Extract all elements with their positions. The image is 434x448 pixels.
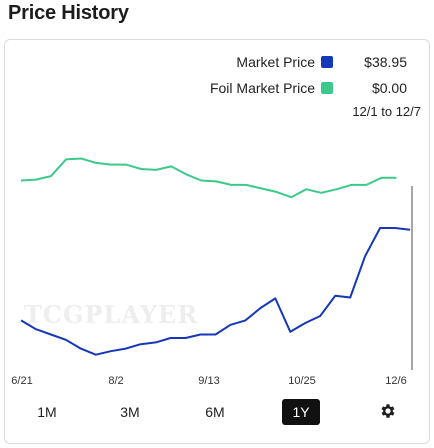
x-tick-label: 12/6 (385, 375, 406, 387)
x-tick-label: 8/2 (108, 375, 123, 387)
range-selector: 1M 3M 6M 1Y (0, 399, 434, 429)
legend-label: Foil Market Price (209, 80, 315, 96)
legend-foil-market-price: Foil Market Price $0.00 (210, 78, 407, 98)
legend-market-price: Market Price $38.95 (236, 52, 407, 72)
range-button-1y[interactable]: 1Y (282, 399, 320, 425)
legend-swatch-market (321, 56, 333, 68)
range-button-3m[interactable]: 3M (120, 404, 140, 420)
x-tick-label: 9/13 (198, 375, 219, 387)
page-title: Price History (8, 2, 129, 24)
legend-label: Market Price (236, 54, 315, 70)
legend-value: $38.95 (364, 54, 407, 70)
legend-swatch-foil (321, 82, 333, 94)
price-history-card: Market Price $38.95 Foil Market Price $0… (4, 39, 430, 444)
x-tick-label: 6/21 (11, 375, 32, 387)
gear-icon[interactable] (379, 402, 397, 420)
range-button-6m[interactable]: 6M (205, 404, 225, 420)
x-tick-label: 10/25 (288, 375, 316, 387)
series-line-foil-market-price (20, 157, 397, 199)
range-button-1m[interactable]: 1M (37, 404, 57, 420)
legend-value: $0.00 (371, 80, 407, 96)
series-line-market-price (20, 227, 411, 356)
date-range-label: 12/1 to 12/7 (352, 104, 421, 119)
